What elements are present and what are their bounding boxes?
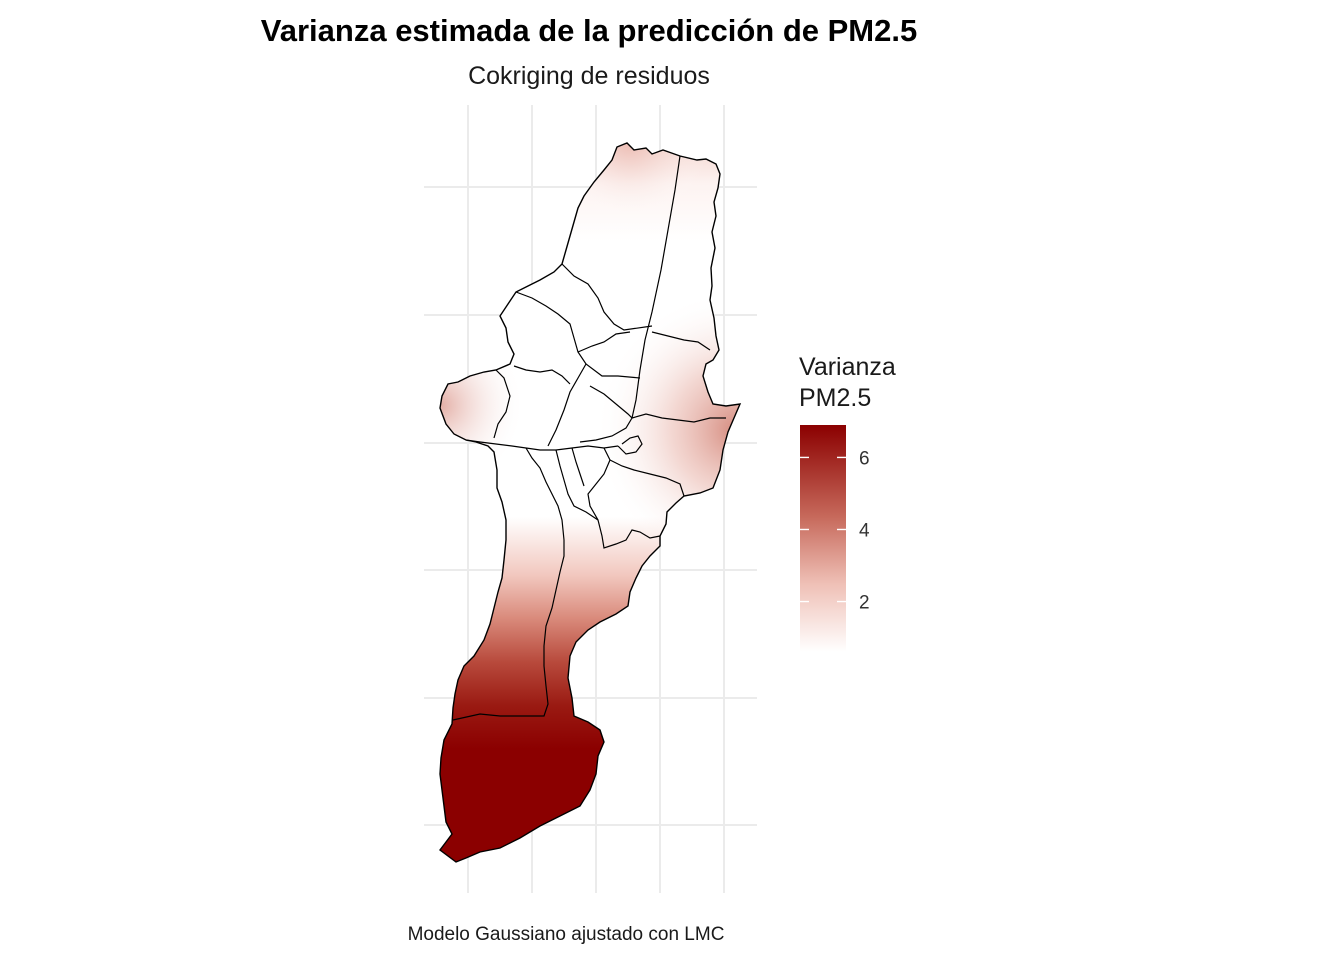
boundary-line — [561, 263, 653, 331]
boundary-line — [465, 439, 619, 451]
variance-north-high — [560, 143, 720, 230]
boundary-line — [513, 365, 571, 385]
boundary-line — [631, 413, 726, 423]
variance-east-high — [560, 280, 740, 560]
plot-caption: Modelo Gaussiano ajustado con LMC — [408, 924, 725, 945]
plot-title: Varianza estimada de la predicción de PM… — [261, 13, 917, 48]
boundary-line — [493, 369, 511, 439]
variance-west-high — [440, 330, 540, 480]
legend: Varianza PM2.5 6 4 2 — [799, 353, 896, 652]
legend-ticks: 6 4 2 — [800, 448, 870, 614]
district-boundaries — [452, 155, 726, 721]
plot-subtitle: Cokriging de residuos — [468, 62, 710, 90]
boundary-line — [555, 449, 599, 521]
legend-tick-label: 4 — [859, 520, 870, 541]
boundary-line — [617, 435, 643, 455]
boundary-line — [651, 331, 711, 351]
legend-tick-label: 2 — [859, 593, 870, 614]
boundary-line — [515, 291, 641, 379]
boundary-line — [577, 331, 631, 353]
legend-title-line1: Varianza — [799, 353, 896, 381]
boundary-line — [571, 447, 585, 487]
map-region — [439, 142, 742, 863]
boundary-line — [452, 447, 565, 721]
boundary-line — [609, 459, 685, 497]
city-outline — [439, 142, 742, 863]
boundary-line — [547, 363, 587, 447]
legend-colorbar — [800, 425, 846, 652]
boundary-line — [631, 155, 681, 419]
legend-title-line2: PM2.5 — [799, 384, 871, 412]
boundary-line — [587, 447, 661, 549]
legend-tick-label: 6 — [859, 448, 870, 469]
